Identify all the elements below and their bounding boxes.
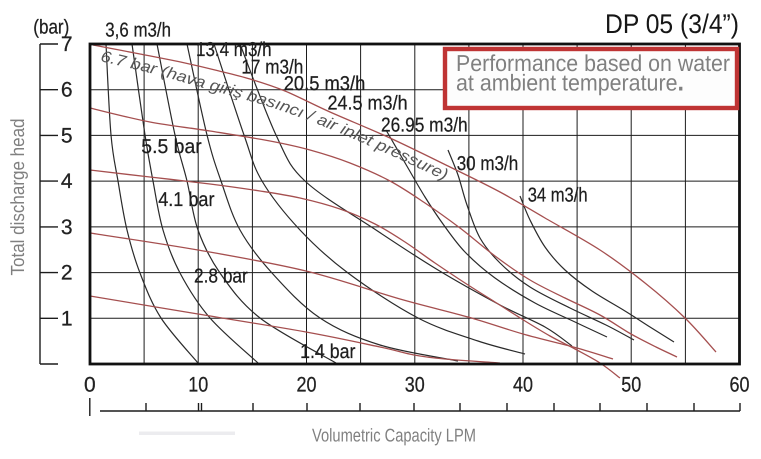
svg-text:4: 4 (61, 170, 73, 193)
svg-text:Volumetric Capacity LPM: Volumetric Capacity LPM (312, 425, 476, 446)
svg-text:(bar): (bar) (33, 17, 69, 39)
svg-text:2.8 bar: 2.8 bar (194, 266, 248, 288)
svg-text:at ambient temperature.: at ambient temperature. (456, 69, 684, 97)
svg-text:Total discharge head: Total discharge head (8, 119, 29, 276)
svg-text:6: 6 (61, 79, 73, 102)
svg-text:3,6 m3/h: 3,6 m3/h (105, 19, 171, 41)
svg-text:30 m3/h: 30 m3/h (457, 153, 519, 175)
svg-text:20: 20 (297, 374, 317, 397)
svg-text:3: 3 (61, 216, 73, 239)
svg-text:60: 60 (730, 374, 750, 397)
svg-text:40: 40 (513, 374, 533, 397)
svg-text:DP 05 (3/4”): DP 05 (3/4”) (605, 9, 739, 39)
svg-text:20.5 m3/h: 20.5 m3/h (284, 73, 366, 95)
svg-text:30: 30 (405, 374, 425, 397)
svg-text:17 m3/h: 17 m3/h (241, 57, 303, 79)
svg-text:24.5 m3/h: 24.5 m3/h (328, 93, 408, 115)
svg-text:7: 7 (61, 33, 73, 56)
svg-text:26.95 m3/h: 26.95 m3/h (381, 114, 468, 136)
svg-text:13.4 m3/h: 13.4 m3/h (196, 39, 272, 61)
svg-text:34 m3/h: 34 m3/h (528, 185, 588, 207)
svg-text:4.1 bar: 4.1 bar (158, 189, 215, 211)
svg-text:2: 2 (61, 262, 73, 285)
svg-text:50: 50 (621, 374, 641, 397)
svg-text:1.4 bar: 1.4 bar (300, 341, 356, 363)
svg-text:1: 1 (61, 307, 73, 330)
svg-text:5: 5 (61, 124, 73, 147)
svg-text:10: 10 (188, 374, 208, 397)
svg-text:Performance based on water: Performance based on water (456, 50, 730, 76)
svg-text:0: 0 (84, 374, 96, 397)
svg-text:5.5 bar: 5.5 bar (141, 136, 202, 158)
